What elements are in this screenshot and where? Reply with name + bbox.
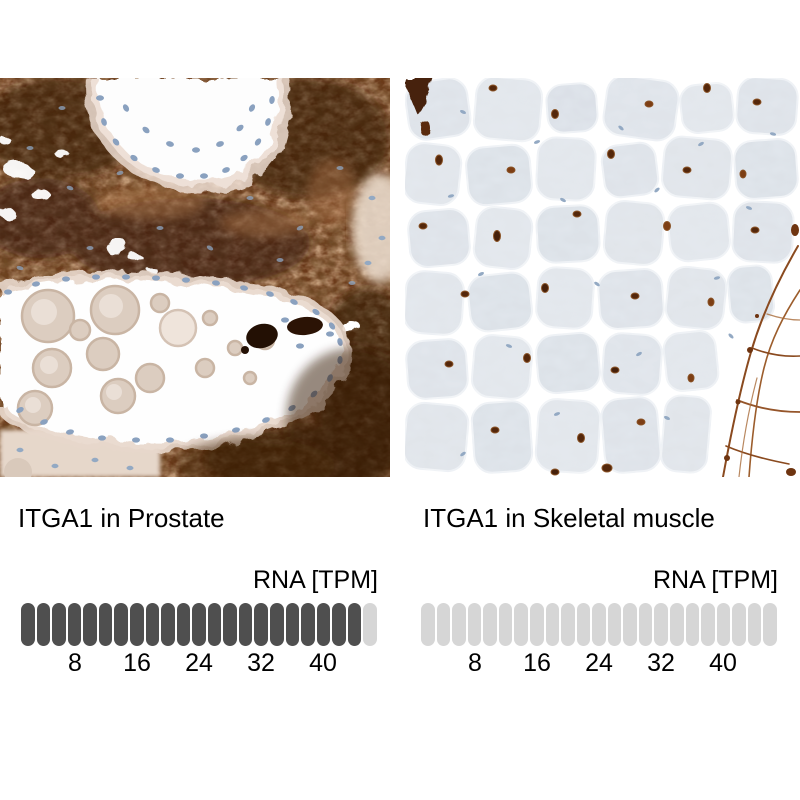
prostate-ihc-image <box>0 78 390 477</box>
tpm-pill-filled <box>332 603 346 646</box>
tpm-pill-empty <box>452 603 466 646</box>
prostate-gland-top <box>85 78 292 194</box>
tpm-pill-filled <box>98 603 113 646</box>
tick-label: 32 <box>647 649 675 677</box>
tpm-axis-prostate: 8 16 24 32 40 <box>21 649 377 677</box>
stroma-white-gaps <box>0 136 157 273</box>
panel-caption-prostate: ITGA1 in Prostate <box>18 503 225 533</box>
tpm-pill-empty <box>421 603 435 646</box>
tpm-pill-empty <box>685 603 700 646</box>
tpm-pill-empty <box>716 603 731 646</box>
tpm-pill-filled <box>114 603 128 646</box>
dark-stain-blob <box>241 316 323 354</box>
tpm-pill-empty <box>545 603 560 646</box>
tpm-pill-empty <box>483 603 497 646</box>
tpm-pill-filled <box>207 603 222 646</box>
tpm-pill-empty <box>363 603 377 646</box>
tick-label: 16 <box>123 649 151 677</box>
tick-label: 16 <box>523 649 551 677</box>
muscle-fibers <box>405 78 799 474</box>
tpm-pill-empty <box>514 603 528 646</box>
tpm-axis-skeletal-muscle: 8 16 24 32 40 <box>421 649 777 677</box>
tpm-pill-empty <box>732 603 746 646</box>
tpm-pill-empty <box>436 603 451 646</box>
tpm-pill-empty <box>701 603 715 646</box>
tpm-pill-filled <box>21 603 35 646</box>
tpm-pill-empty <box>529 603 544 646</box>
concretion-highlights <box>25 294 123 413</box>
tpm-pill-filled <box>176 603 191 646</box>
tpm-pill-empty <box>592 603 606 646</box>
tpm-bar-prostate <box>21 603 377 646</box>
tpm-pill-empty <box>763 603 777 646</box>
connective-tissue-stain-spots <box>724 224 799 476</box>
connective-tissue-web <box>722 245 800 477</box>
tpm-pill-empty <box>576 603 591 646</box>
tpm-pill-filled <box>145 603 160 646</box>
tpm-pill-filled <box>254 603 268 646</box>
tpm-pill-empty <box>638 603 653 646</box>
tpm-pill-empty <box>623 603 637 646</box>
panel-caption-skeletal-muscle: ITGA1 in Skeletal muscle <box>423 503 715 533</box>
tpm-pill-filled <box>52 603 66 646</box>
tpm-pill-empty <box>670 603 684 646</box>
tick-label: 8 <box>468 649 482 677</box>
tpm-pill-empty <box>561 603 575 646</box>
corner-stain-cluster <box>405 78 433 136</box>
tpm-pill-filled <box>347 603 362 646</box>
tick-label: 40 <box>309 649 337 677</box>
tpm-pill-filled <box>301 603 315 646</box>
tpm-pill-filled <box>238 603 253 646</box>
tpm-pill-filled <box>223 603 237 646</box>
tick-label: 24 <box>185 649 213 677</box>
capillary-stain-dots <box>418 83 762 476</box>
tpm-pill-filled <box>285 603 300 646</box>
tick-label: 40 <box>709 649 737 677</box>
tick-label: 8 <box>68 649 82 677</box>
tpm-pill-filled <box>83 603 97 646</box>
tpm-pill-empty <box>747 603 762 646</box>
rna-tpm-label-prostate: RNA [TPM] <box>252 566 378 594</box>
tpm-pill-filled <box>192 603 206 646</box>
tpm-pill-empty <box>467 603 482 646</box>
tpm-pill-filled <box>67 603 82 646</box>
muscle-nuclei <box>447 110 777 457</box>
prostate-dark-stroma-corner <box>175 348 390 477</box>
tick-label: 24 <box>585 649 613 677</box>
tpm-pill-empty <box>654 603 668 646</box>
tpm-pill-filled <box>36 603 51 646</box>
tpm-pill-filled <box>161 603 175 646</box>
tpm-pill-empty <box>607 603 622 646</box>
prostate-pale-right-zone <box>342 173 390 334</box>
tpm-pill-filled <box>129 603 144 646</box>
prostate-gland-bottom <box>0 270 352 452</box>
skeletal-muscle-ihc-image <box>405 78 800 477</box>
gland-epithelial-nuclei <box>96 95 275 179</box>
tick-label: 32 <box>247 649 275 677</box>
tpm-bar-skeletal-muscle <box>421 603 777 646</box>
tpm-pill-filled <box>316 603 331 646</box>
tpm-pill-filled <box>270 603 284 646</box>
tpm-pill-empty <box>498 603 513 646</box>
rna-tpm-label-skeletal-muscle: RNA [TPM] <box>652 566 778 594</box>
